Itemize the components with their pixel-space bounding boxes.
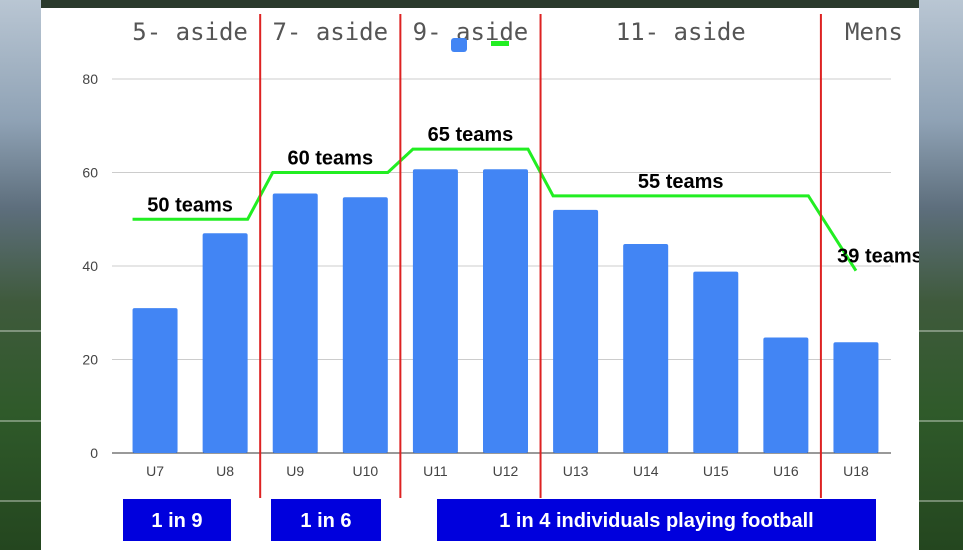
section-label: 7- aside [272, 18, 388, 46]
stadium-background-left [0, 0, 41, 550]
bar-u11 [412, 169, 458, 454]
y-tick-label: 60 [82, 165, 98, 181]
section-label: 11- aside [616, 18, 746, 46]
y-tick-label: 20 [82, 352, 98, 368]
x-tick-label: U12 [493, 463, 519, 479]
y-tick-label: 40 [82, 258, 98, 274]
bar-u14 [623, 244, 669, 453]
x-tick-label: U8 [216, 463, 234, 479]
legend-swatch-line [491, 41, 509, 46]
teams-annotation: 39 teams [837, 246, 919, 268]
x-tick-label: U10 [352, 463, 378, 479]
team-participation-chart: 0 20 40 60 80 U7 U8 U9 U10 U11 U12 U13 U14 U15 U16 U18 5… [82, 14, 919, 541]
x-tick-label: U15 [703, 463, 729, 479]
y-tick-label: 0 [90, 445, 98, 461]
bar-u12 [483, 169, 528, 454]
x-tick-label: U7 [146, 463, 164, 479]
ratio-box [123, 499, 231, 541]
bar-u18 [833, 342, 879, 453]
teams-annotation: 55 teams [638, 171, 724, 193]
bar-u8 [202, 233, 248, 453]
bar-u16 [763, 337, 809, 453]
ratio-box-text: 1 in 4 individuals playing football [499, 510, 813, 532]
section-label: 9- aside [413, 18, 529, 46]
bar-u10 [342, 197, 388, 453]
teams-annotation: 50 teams [147, 194, 233, 216]
x-tick-label: U18 [843, 463, 869, 479]
x-tick-label: U14 [633, 463, 659, 479]
ratio-box [271, 499, 381, 541]
teams-line [132, 147, 858, 272]
section-label: Mens [845, 18, 903, 46]
bar-u9 [272, 193, 318, 453]
bar-u13 [553, 209, 599, 453]
ratio-box-text: 1 in 9 [151, 510, 202, 532]
chart-panel: 0 20 40 60 80 U7 U8 U9 U10 U11 U12 U13 U14 U15 U16 U18 5… [41, 8, 919, 550]
x-tick-label: U9 [286, 463, 304, 479]
x-tick-label: U13 [563, 463, 589, 479]
legend-swatch-bars [451, 38, 467, 52]
teams-annotation: 65 teams [428, 124, 514, 146]
bar-u7 [132, 308, 178, 453]
ratio-box [437, 499, 876, 541]
stadium-background-right [919, 0, 963, 550]
y-tick-label: 80 [82, 71, 98, 87]
x-tick-label: U11 [423, 463, 448, 479]
teams-annotation: 60 teams [287, 148, 373, 170]
section-label: 5- aside [132, 18, 248, 46]
bar-u15 [693, 271, 739, 453]
x-tick-label: U16 [773, 463, 799, 479]
ratio-box-text: 1 in 6 [300, 510, 351, 532]
